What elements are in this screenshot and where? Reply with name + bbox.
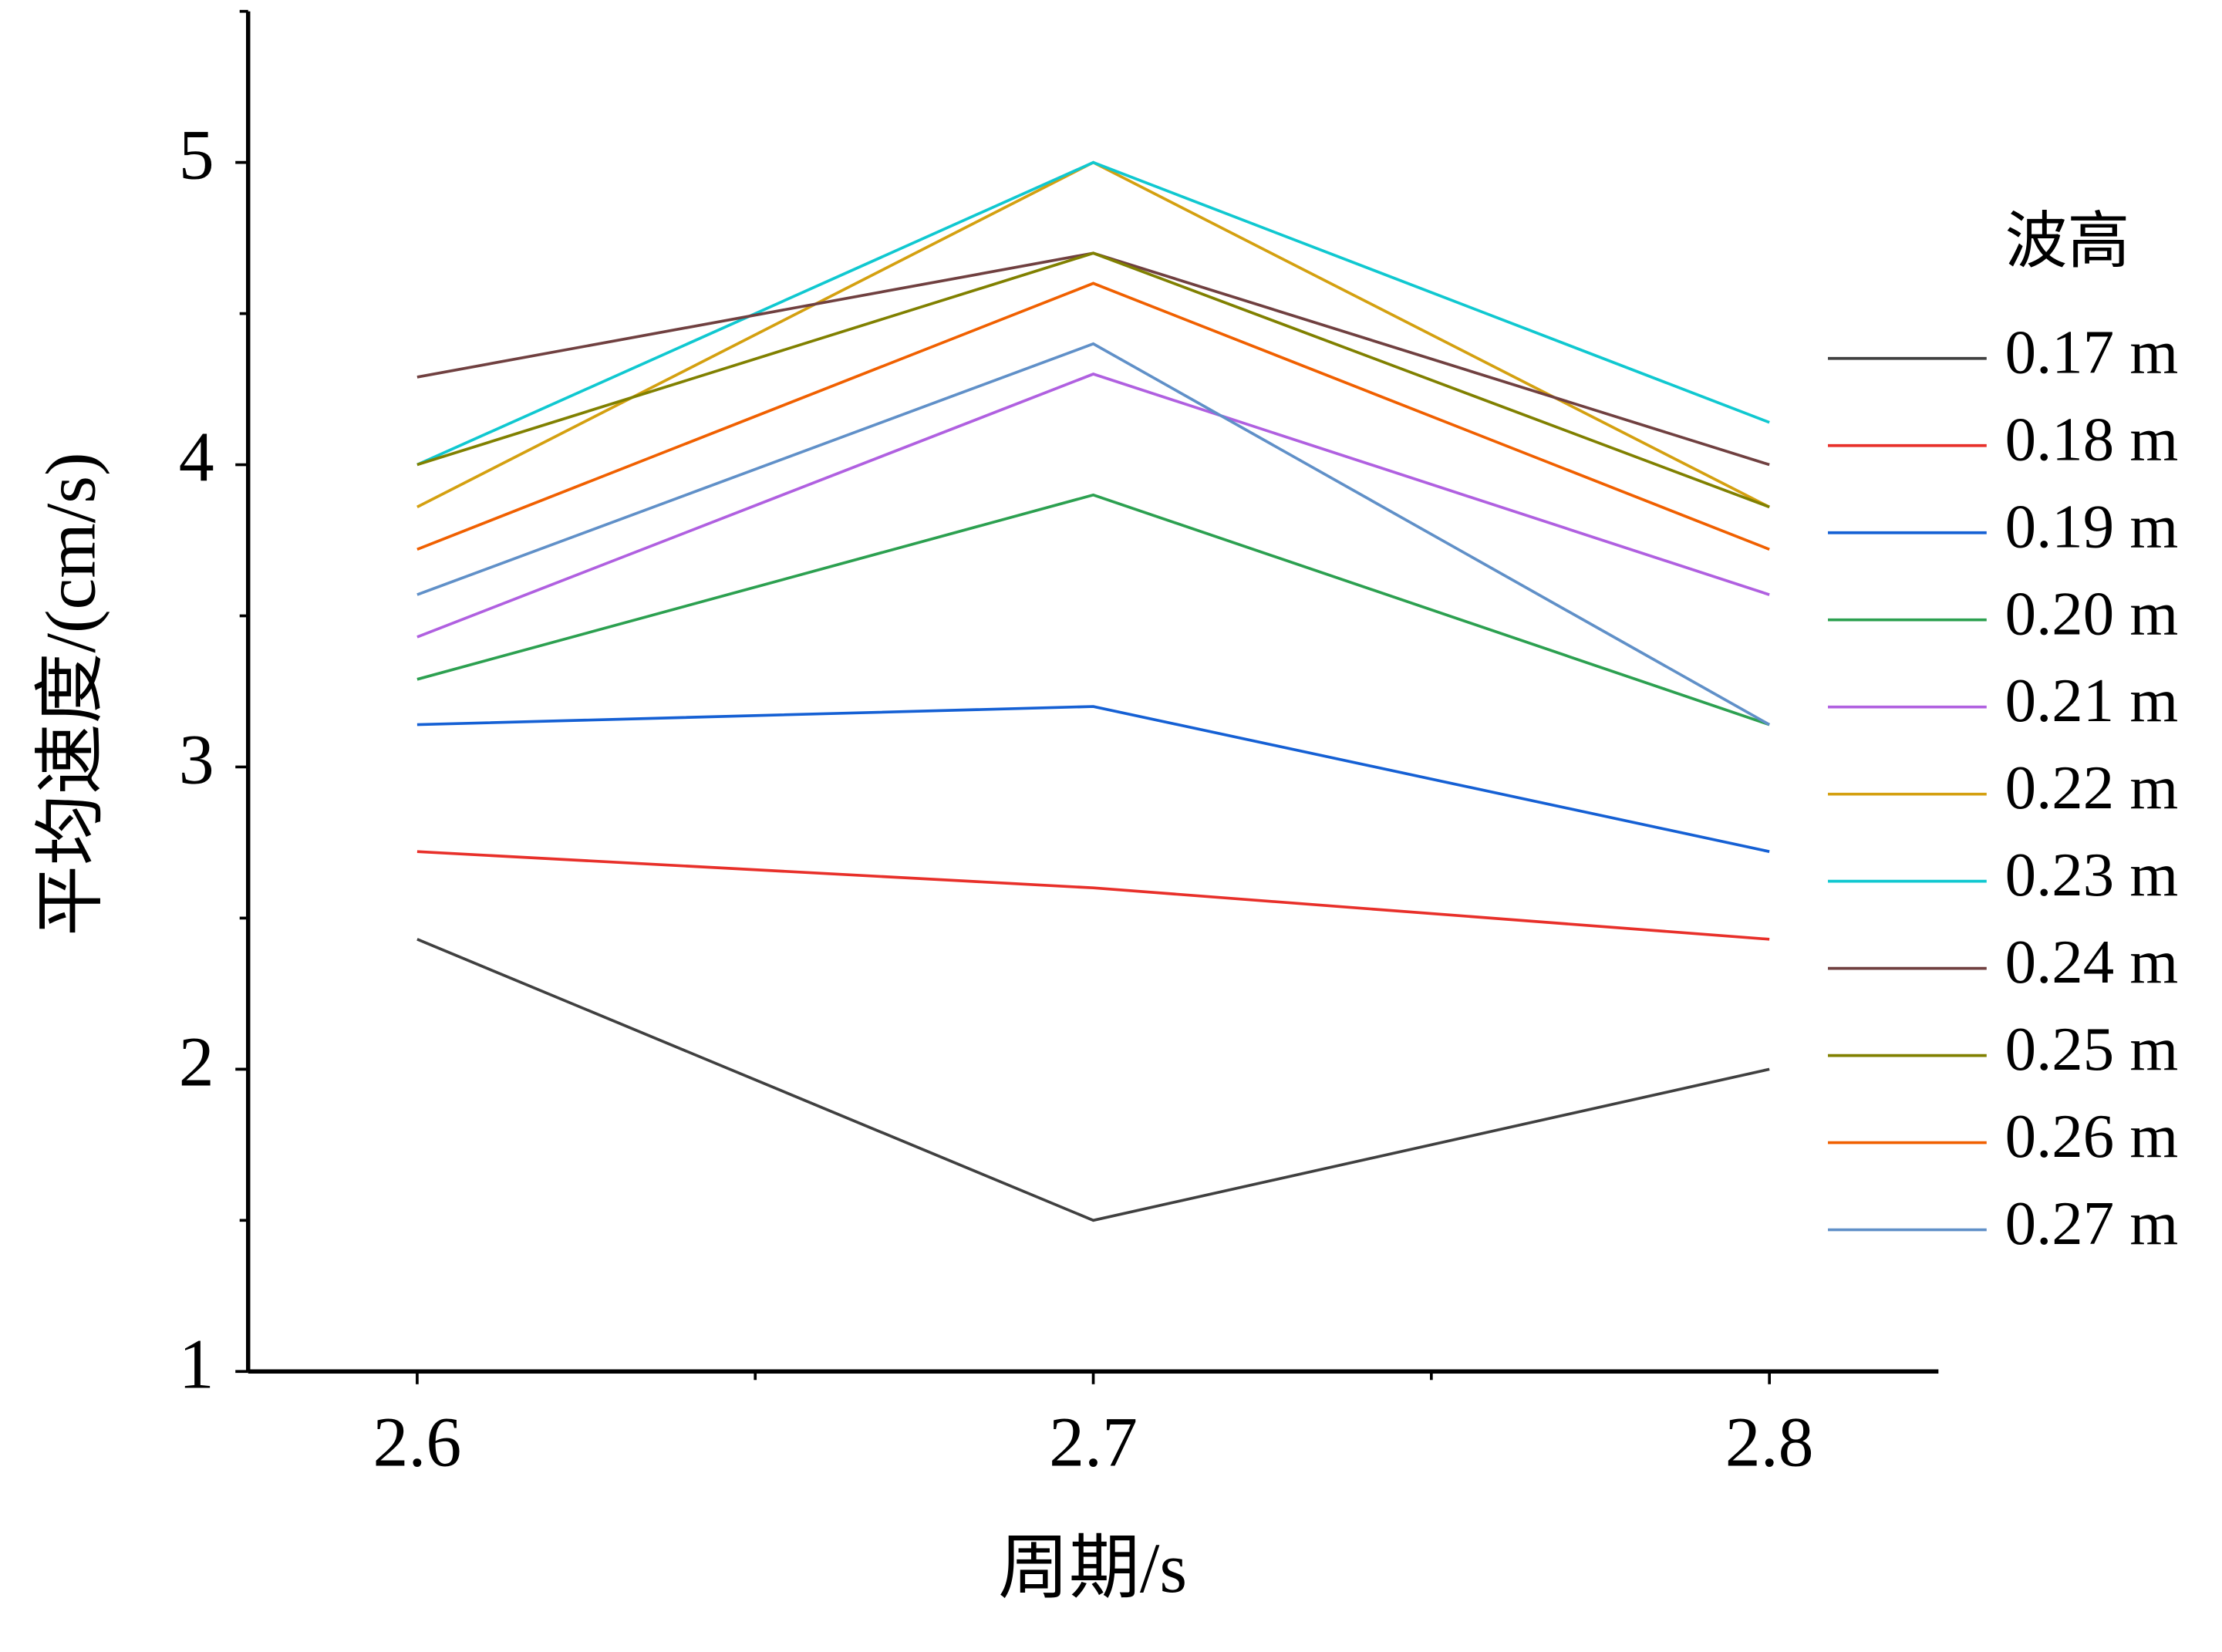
legend-label: 0.23 m [2005, 841, 2179, 909]
legend-label: 0.17 m [2005, 318, 2179, 386]
x-axis-label: 周期/s [998, 1529, 1187, 1607]
y-tick-label: 4 [179, 418, 214, 497]
series-line [416, 251, 1770, 509]
x-tick-label: 2.7 [1049, 1402, 1138, 1481]
series-line [416, 160, 1770, 467]
series-line [416, 282, 1770, 551]
legend-label: 0.26 m [2005, 1102, 2179, 1171]
legend-label: 0.18 m [2005, 405, 2179, 474]
legend-label: 0.21 m [2005, 666, 2179, 735]
legend-title: 波高 [2005, 207, 2130, 276]
series-line [416, 160, 1771, 509]
y-tick-label: 5 [179, 116, 214, 194]
legend-label: 0.22 m [2005, 754, 2179, 822]
legend-label: 0.27 m [2005, 1189, 2179, 1258]
y-axis-label: 平均速度/(cm/s) [31, 452, 110, 936]
x-tick-label: 2.8 [1725, 1402, 1814, 1481]
series-line [416, 493, 1770, 727]
y-tick-label: 1 [179, 1324, 214, 1403]
legend-label: 0.25 m [2005, 1015, 2179, 1084]
y-tick-label: 3 [179, 720, 214, 799]
legend-label: 0.19 m [2005, 492, 2179, 561]
y-tick-label: 2 [179, 1022, 214, 1101]
series-line [416, 342, 1771, 727]
series-line [416, 705, 1770, 853]
series-line [416, 938, 1770, 1222]
legend-label: 0.20 m [2005, 579, 2179, 648]
series-line [416, 373, 1770, 639]
x-tick-label: 2.6 [373, 1402, 461, 1481]
legend-label: 0.24 m [2005, 928, 2179, 996]
series-line [416, 850, 1770, 941]
